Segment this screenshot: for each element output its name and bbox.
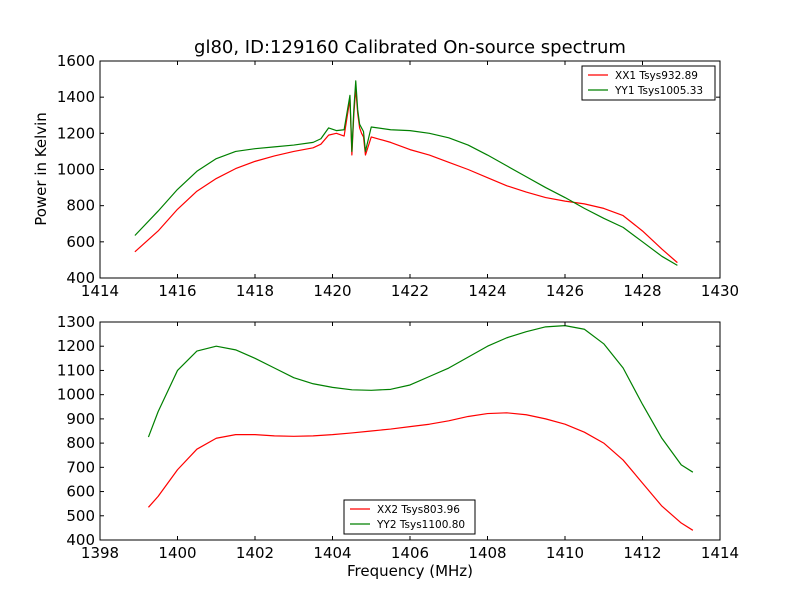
bottom-legend: XX2 Tsys803.96 YY2 Tsys1100.80 xyxy=(343,499,476,535)
bottom-x-tick-label: 1408 xyxy=(468,544,506,562)
top-legend-label-1: XX1 Tsys932.89 xyxy=(615,70,698,82)
bottom-y-tick-label: 1200 xyxy=(57,337,95,355)
top-x-tick-label: 1428 xyxy=(623,282,661,300)
top-legend-label-2: YY1 Tsys1005.33 xyxy=(614,85,703,97)
bottom-legend-box xyxy=(343,499,476,535)
top-y-tick-label: 1400 xyxy=(57,88,95,106)
y-axis-label: Power in Kelvin xyxy=(32,112,50,226)
top-x-tick-label: 1422 xyxy=(391,282,429,300)
top-series-line-1 xyxy=(134,87,678,264)
bottom-y-tick-label: 700 xyxy=(66,458,95,476)
bottom-x-tick-label: 1400 xyxy=(158,544,196,562)
top-x-tick-label: 1430 xyxy=(701,282,739,300)
bottom-legend-label-2: YY2 Tsys1100.80 xyxy=(376,519,465,531)
bottom-y-tick-label: 800 xyxy=(66,434,95,452)
top-legend-box xyxy=(581,65,716,101)
bottom-x-tick-label: 1404 xyxy=(313,544,351,562)
top-x-tick-label: 1414 xyxy=(81,282,119,300)
bottom-y-tick-label: 1300 xyxy=(57,313,95,331)
bottom-y-tick-label: 1000 xyxy=(57,386,95,404)
top-x-tick-label: 1418 xyxy=(236,282,274,300)
bottom-x-tick-label: 1402 xyxy=(236,544,274,562)
top-y-tick-label: 600 xyxy=(66,233,95,251)
bottom-x-tick-label: 1410 xyxy=(546,544,584,562)
top-series-line-2 xyxy=(134,80,678,266)
top-legend: XX1 Tsys932.89 YY1 Tsys1005.33 xyxy=(581,65,716,101)
top-x-tick-label: 1426 xyxy=(546,282,584,300)
top-y-tick-label: 1600 xyxy=(57,52,95,70)
top-y-tick-label: 1200 xyxy=(57,124,95,142)
bottom-y-tick-label: 1100 xyxy=(57,361,95,379)
top-x-tick-label: 1416 xyxy=(158,282,196,300)
bottom-y-tick-label: 400 xyxy=(66,531,95,549)
bottom-y-tick-label: 900 xyxy=(66,410,95,428)
top-x-tick-label: 1420 xyxy=(313,282,351,300)
top-y-tick-label: 400 xyxy=(66,269,95,287)
bottom-series-line-2 xyxy=(147,325,694,473)
bottom-spectrum-plot: 1398 1400 1402 1404 1406 1408 1410 1412 1414 400 5… xyxy=(57,313,739,562)
bottom-x-tick-label: 1412 xyxy=(623,544,661,562)
top-spectrum-plot: 1414 1416 1418 1420 1422 1424 1426 1428 1430 400 6… xyxy=(57,52,739,300)
bottom-y-tick-label: 500 xyxy=(66,507,95,525)
bottom-series-line-1 xyxy=(147,412,694,531)
bottom-x-tick-label: 1398 xyxy=(81,544,119,562)
bottom-x-tick-label: 1406 xyxy=(391,544,429,562)
top-x-tick-label: 1424 xyxy=(468,282,506,300)
top-y-tick-label: 1000 xyxy=(57,161,95,179)
bottom-legend-label-1: XX2 Tsys803.96 xyxy=(377,504,460,516)
chart-title: gl80, ID:129160 Calibrated On-source spe… xyxy=(194,37,626,58)
x-axis-label: Frequency (MHz) xyxy=(347,562,473,580)
bottom-y-tick-label: 600 xyxy=(66,483,95,501)
bottom-x-tick-label: 1414 xyxy=(701,544,739,562)
top-y-tick-label: 800 xyxy=(66,197,95,215)
